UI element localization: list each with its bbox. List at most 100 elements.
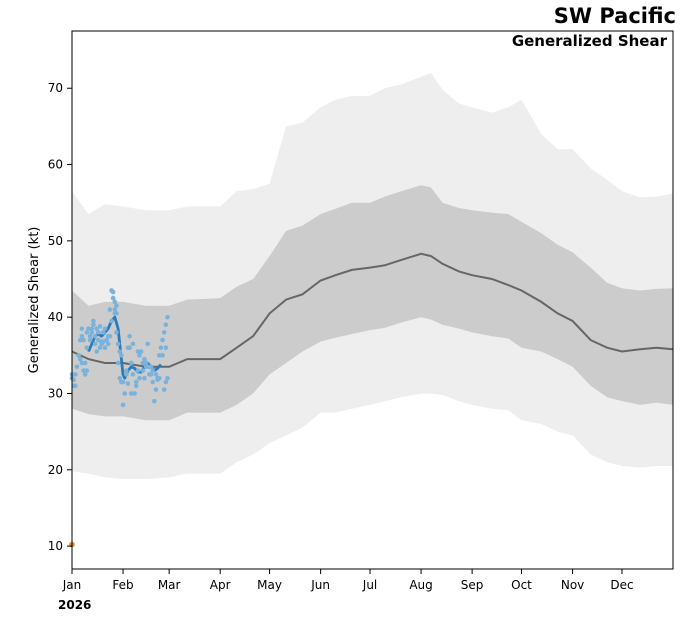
observation-point [124, 368, 129, 373]
observation-point [124, 372, 129, 377]
observation-point [112, 299, 118, 305]
observation-point [163, 345, 169, 350]
observation-point [132, 391, 137, 396]
observation-point [72, 372, 78, 377]
observation-point [100, 339, 106, 344]
observation-point [91, 322, 96, 328]
observation-point [112, 307, 118, 312]
observation-point [117, 375, 123, 381]
observation-point [89, 326, 95, 331]
x-tick-label: Nov [561, 578, 584, 592]
x-tick-label: Jul [362, 578, 377, 592]
observation-point [119, 353, 124, 358]
x-tick-label: Apr [210, 578, 231, 592]
chart-title: SW Pacific [553, 4, 676, 28]
climatology-mean-line [71, 252, 674, 368]
observation-point [163, 322, 169, 328]
observation-point [92, 341, 98, 347]
observation-point [110, 289, 116, 295]
observation-point [150, 368, 155, 373]
observation-point [102, 326, 108, 331]
observation-point [84, 330, 90, 335]
observation-point [102, 345, 108, 350]
x-tick-label: Oct [511, 578, 532, 592]
observation-point [148, 364, 154, 370]
y-tick-label: 50 [48, 234, 63, 248]
observation-point [160, 337, 165, 343]
observation-point [91, 318, 96, 324]
observation-point [120, 402, 126, 408]
observation-point [114, 303, 119, 309]
observation-point [153, 372, 159, 377]
observation-point [117, 349, 123, 354]
observation-point [76, 353, 81, 358]
observation-point [94, 326, 99, 331]
observation-point [135, 368, 141, 373]
observation-point [82, 360, 88, 366]
observation-point [137, 375, 142, 381]
observation-point [120, 379, 126, 385]
y-axis-label: Generalized Shear (kt) [27, 227, 42, 374]
observation-point [87, 333, 93, 339]
observation-point [147, 372, 152, 377]
observation-point [142, 375, 147, 381]
observation-point [155, 377, 160, 383]
x-tick-label: Jun [310, 578, 330, 592]
observation-point [79, 326, 85, 331]
observation-point [86, 326, 91, 331]
observation-point [115, 341, 121, 347]
observation-point [89, 330, 95, 335]
y-tick-label: 20 [48, 463, 63, 477]
observation-point [130, 372, 136, 377]
observation-point [135, 349, 141, 354]
observation-point [107, 333, 113, 339]
x-tick-label: Jan [62, 578, 82, 592]
observation-point [133, 379, 139, 385]
x-tick-label: Dec [610, 578, 633, 592]
observation-point [114, 311, 119, 316]
chart-subtitle: Generalized Shear [511, 32, 667, 50]
observation-point [109, 318, 114, 324]
observation-point [138, 349, 144, 354]
y-tick-label: 40 [48, 310, 63, 324]
observation-point [81, 368, 86, 373]
observation-point [97, 345, 103, 350]
observation-point [128, 391, 134, 396]
observation-point [145, 341, 151, 347]
observation-point [161, 387, 167, 392]
observation-point [84, 368, 90, 373]
observation-point [94, 349, 99, 354]
x-tick-label: Sep [461, 578, 484, 592]
observation-point [130, 341, 136, 347]
observation-point [97, 324, 103, 329]
observation-point [142, 356, 147, 362]
observation-point [115, 360, 121, 366]
observation-point [114, 330, 119, 335]
observation-point [82, 372, 88, 377]
observation-point [150, 379, 155, 385]
observation-point [105, 341, 111, 347]
observation-point [127, 333, 132, 339]
observation-point [79, 360, 85, 366]
observation-point [165, 375, 170, 381]
observation-point [160, 353, 165, 358]
observation-point [153, 387, 159, 392]
x-tick-label: Feb [112, 578, 133, 592]
observation-point [137, 353, 142, 358]
observation-point [79, 333, 85, 339]
observation-point [110, 295, 116, 301]
y-tick-label: 30 [48, 386, 63, 400]
observation-point [143, 360, 149, 366]
x-axis: Jan Feb Mar Apr May Jun Jul Aug Sep Oct Nov Dec [62, 569, 634, 592]
plot-border [71, 30, 674, 570]
observation-point [125, 381, 131, 386]
observation-point [77, 356, 83, 362]
observation-point [74, 364, 80, 370]
observation-point [152, 398, 157, 404]
observation-point [84, 345, 90, 350]
y-tick-label: 60 [48, 158, 63, 172]
observation-point [77, 337, 83, 343]
observation-point [87, 337, 93, 343]
